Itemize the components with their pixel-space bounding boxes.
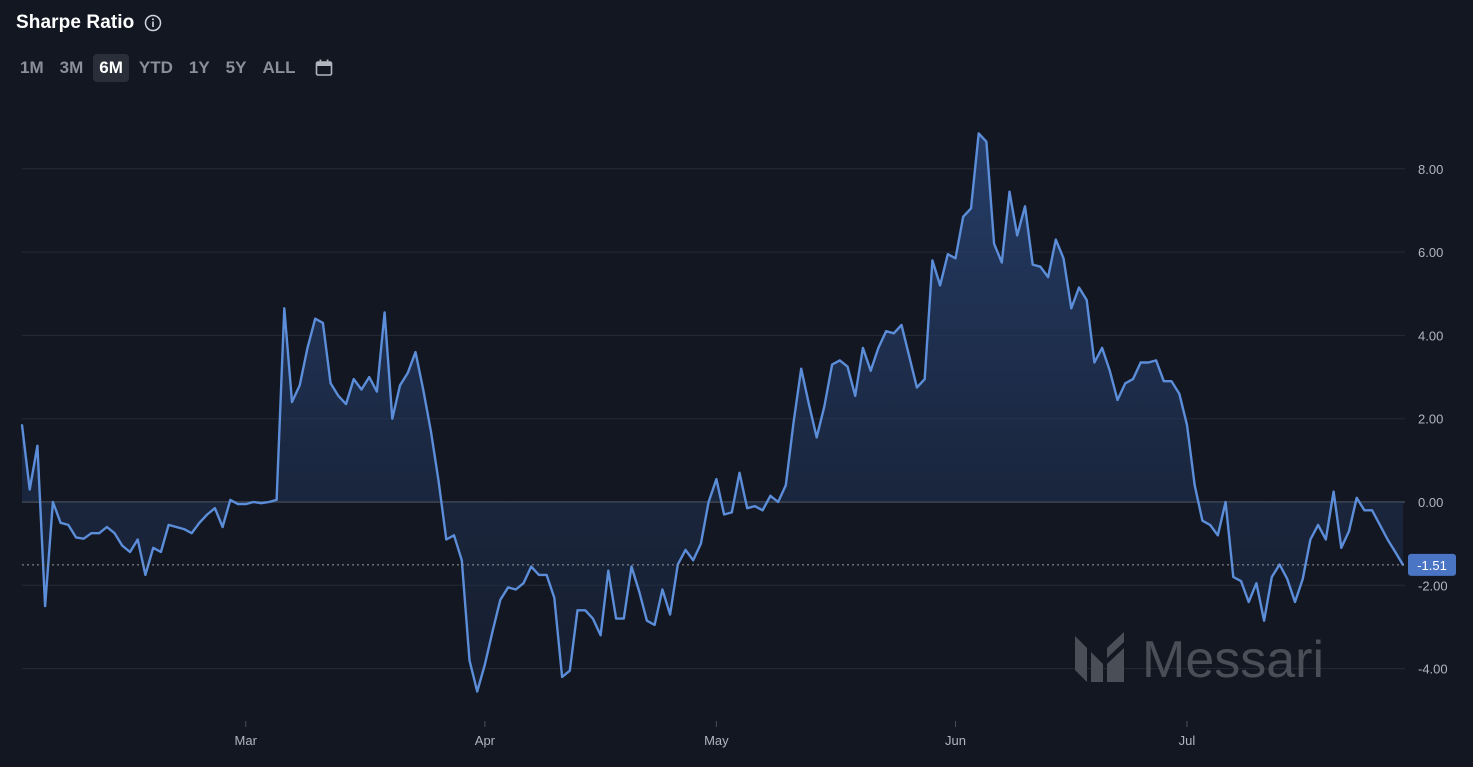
last-value-label: -1.51 xyxy=(1417,558,1447,573)
time-range-selector: 1M 3M 6M YTD 1Y 5Y ALL xyxy=(14,54,334,82)
y-tick-label: 8.00 xyxy=(1418,162,1443,177)
range-ytd-button[interactable]: YTD xyxy=(138,58,173,77)
watermark-text: Messari xyxy=(1142,631,1324,689)
last-value-badge: -1.51 xyxy=(1408,553,1456,576)
calendar-icon[interactable] xyxy=(314,58,334,78)
y-tick-label: 4.00 xyxy=(1418,328,1443,343)
x-tick-label: May xyxy=(704,733,729,748)
chart-header: Sharpe Ratio xyxy=(16,12,162,34)
info-icon[interactable] xyxy=(144,14,162,32)
last-value-badge-bg xyxy=(1408,553,1456,576)
range-3m-button[interactable]: 3M xyxy=(59,58,84,77)
y-axis: -4.00 -2.00 0.00 2.00 4.00 6.00 8.00 xyxy=(1418,162,1448,677)
range-1y-button[interactable]: 1Y xyxy=(188,58,210,77)
data-points xyxy=(21,132,1404,693)
series-line xyxy=(20,132,1405,693)
grid-lines xyxy=(22,168,1405,670)
x-tick-label: Mar xyxy=(235,733,258,748)
range-1m-button[interactable]: 1M xyxy=(20,58,44,77)
y-tick-label: 2.00 xyxy=(1418,412,1443,427)
y-tick-label: -2.00 xyxy=(1418,578,1448,593)
y-tick-label: -4.00 xyxy=(1418,662,1448,677)
range-5y-button[interactable]: 5Y xyxy=(225,58,247,77)
messari-logo-icon xyxy=(1075,632,1124,682)
chart-title: Sharpe Ratio xyxy=(16,12,135,33)
range-6m-button[interactable]: 6M xyxy=(93,54,129,82)
y-tick-label: 0.00 xyxy=(1418,495,1443,510)
range-all-button[interactable]: ALL xyxy=(262,58,296,77)
messari-watermark: Messari xyxy=(1075,631,1324,689)
x-tick-label: Jul xyxy=(1179,733,1196,748)
x-axis: Mar Apr May Jun Jul xyxy=(235,721,1196,748)
x-tick-label: Apr xyxy=(475,733,496,748)
y-tick-label: 6.00 xyxy=(1418,245,1443,260)
x-tick-label: Jun xyxy=(945,733,966,748)
series-area xyxy=(22,133,1403,692)
